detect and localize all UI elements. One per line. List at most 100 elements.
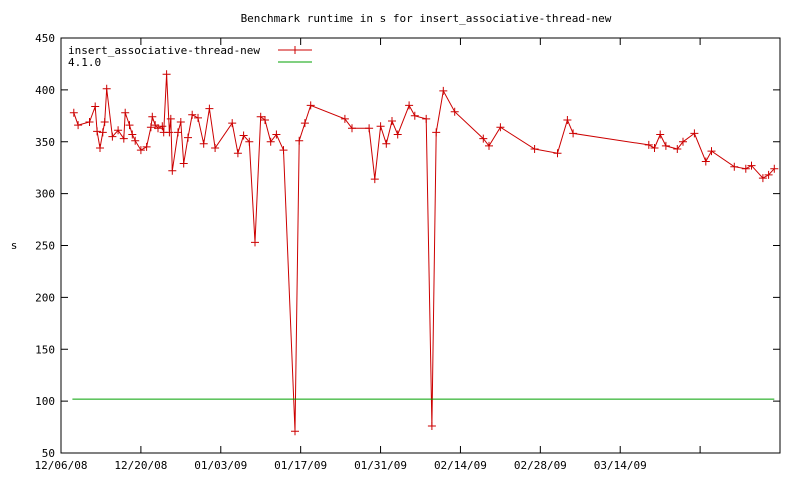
data-point bbox=[176, 118, 185, 126]
data-point bbox=[136, 146, 145, 155]
data-point bbox=[496, 123, 505, 132]
data-point bbox=[410, 111, 419, 120]
data-point bbox=[291, 427, 299, 436]
data-point bbox=[245, 137, 254, 146]
data-point bbox=[158, 122, 167, 131]
data-point bbox=[74, 121, 83, 130]
data-point bbox=[432, 128, 441, 137]
data-point bbox=[261, 116, 269, 124]
y-tick-label: 200 bbox=[35, 291, 55, 304]
data-point bbox=[422, 114, 431, 123]
data-point bbox=[758, 174, 767, 183]
data-point bbox=[770, 164, 779, 173]
data-point bbox=[348, 124, 356, 133]
data-point bbox=[365, 124, 374, 133]
x-tick-label: 03/14/09 bbox=[594, 459, 647, 472]
data-point bbox=[701, 157, 710, 166]
y-tick-label: 50 bbox=[42, 447, 55, 460]
data-point bbox=[340, 114, 349, 123]
data-point bbox=[194, 113, 202, 122]
y-tick-label: 400 bbox=[35, 84, 55, 97]
data-point bbox=[661, 141, 670, 150]
data-point bbox=[166, 114, 175, 123]
data-point bbox=[485, 141, 493, 150]
legend-label: 4.1.0 bbox=[68, 56, 101, 69]
data-point bbox=[154, 124, 162, 133]
data-point bbox=[114, 126, 123, 135]
data-point bbox=[673, 145, 682, 153]
x-tick-label: 12/06/08 bbox=[35, 459, 88, 472]
data-point bbox=[91, 102, 100, 111]
y-axis-label: s bbox=[11, 239, 18, 252]
data-point bbox=[93, 127, 102, 136]
chart-title: Benchmark runtime in s for insert_associ… bbox=[241, 12, 612, 25]
data-point bbox=[168, 166, 177, 175]
data-point bbox=[125, 121, 134, 130]
data-point bbox=[388, 117, 396, 125]
x-tick-label: 01/03/09 bbox=[194, 459, 247, 472]
data-point bbox=[707, 147, 716, 156]
data-point bbox=[679, 137, 687, 146]
data-point bbox=[179, 159, 188, 168]
data-point bbox=[569, 129, 578, 138]
data-point bbox=[233, 149, 242, 158]
data-point bbox=[102, 84, 111, 93]
data-point bbox=[266, 137, 275, 146]
data-point bbox=[730, 162, 739, 171]
x-tick-label: 02/28/09 bbox=[514, 459, 567, 472]
data-point bbox=[251, 238, 259, 247]
data-point bbox=[295, 136, 304, 145]
x-tick-label: 12/20/08 bbox=[114, 459, 167, 472]
series-line-0 bbox=[73, 74, 775, 432]
data-point bbox=[741, 164, 750, 173]
data-point bbox=[439, 86, 448, 95]
data-point bbox=[239, 131, 248, 140]
series-layer bbox=[69, 70, 779, 436]
data-point bbox=[376, 122, 385, 131]
data-point bbox=[184, 133, 192, 142]
data-point bbox=[142, 142, 151, 151]
data-point bbox=[553, 149, 562, 158]
legend-marker bbox=[291, 46, 299, 54]
data-point bbox=[747, 161, 756, 170]
data-point bbox=[148, 112, 157, 121]
data-point bbox=[644, 140, 653, 149]
x-tick-label: 01/31/09 bbox=[354, 459, 407, 472]
data-point bbox=[121, 108, 130, 117]
data-point bbox=[98, 128, 107, 137]
y-tick-label: 450 bbox=[35, 32, 55, 45]
data-point bbox=[211, 144, 220, 152]
x-tick-label: 01/17/09 bbox=[274, 459, 327, 472]
data-point bbox=[205, 104, 214, 113]
data-point bbox=[530, 145, 539, 153]
data-point bbox=[427, 422, 436, 430]
data-point bbox=[405, 101, 414, 110]
data-point bbox=[650, 144, 659, 152]
data-point bbox=[100, 118, 109, 126]
data-point bbox=[128, 130, 137, 139]
data-point bbox=[199, 139, 208, 148]
data-point bbox=[162, 70, 171, 79]
data-point bbox=[131, 136, 140, 145]
data-point bbox=[563, 116, 572, 124]
data-point bbox=[656, 130, 665, 139]
data-point bbox=[174, 128, 182, 137]
data-point bbox=[690, 129, 699, 138]
data-point bbox=[479, 134, 488, 143]
data-point bbox=[228, 119, 237, 128]
data-point bbox=[272, 130, 281, 139]
y-tick-label: 150 bbox=[35, 343, 55, 356]
data-point bbox=[96, 144, 104, 152]
data-point bbox=[279, 146, 288, 155]
data-point bbox=[370, 175, 379, 184]
legend-label: insert_associative-thread-new bbox=[68, 44, 260, 57]
data-point bbox=[306, 101, 315, 110]
data-point bbox=[450, 107, 459, 116]
data-point bbox=[85, 118, 94, 126]
data-point bbox=[165, 128, 174, 137]
data-point bbox=[764, 170, 773, 179]
data-point bbox=[300, 119, 309, 128]
